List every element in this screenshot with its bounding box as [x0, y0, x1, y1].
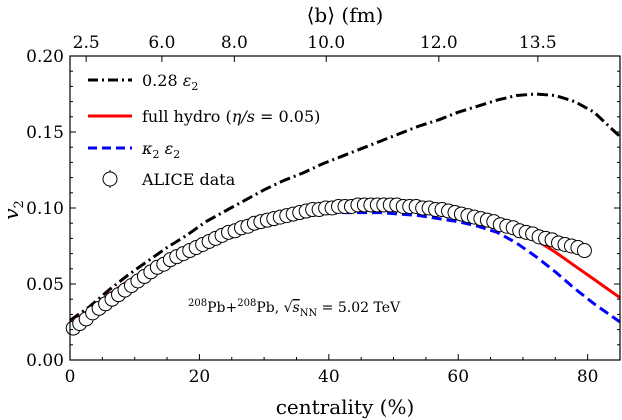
collision-annotation: 208Pb+208Pb, √sNN = 5.02 TeV [188, 298, 401, 319]
legend-label-alice: ALICE data [141, 170, 236, 189]
y-tick-label: 0.20 [26, 47, 64, 67]
alice-data-point [576, 243, 592, 259]
legend-marker-alice [102, 171, 118, 187]
top-tick-label: 12.0 [420, 33, 458, 53]
top-axis-label: ⟨b⟩ (fm) [307, 3, 384, 27]
legend-label-eps2: 0.28 ε2 [142, 71, 198, 93]
y-axis-label: v2 [0, 200, 27, 220]
x-axis-label: centrality (%) [276, 395, 415, 419]
series-layer [65, 92, 622, 336]
y-tick-label: 0.10 [26, 199, 64, 219]
y-tick-label: 0.00 [26, 351, 64, 371]
legend: 0.28 ε2 full hydro (η/s = 0.05) κ2 ε2 AL… [88, 71, 320, 189]
legend-label-kappa: κ2 ε2 [141, 139, 180, 161]
series-line-0 [69, 92, 622, 322]
x-tick-label: 60 [447, 367, 469, 387]
legend-label-hydro: full hydro (η/s = 0.05) [142, 107, 320, 126]
top-tick-label: 8.0 [221, 33, 248, 53]
top-tick-label: 10.0 [307, 33, 345, 53]
x-tick-label: 20 [189, 367, 211, 387]
y-tick-label: 0.15 [26, 123, 64, 143]
x-tick-label: 0 [65, 367, 76, 387]
x-tick-label: 80 [577, 367, 599, 387]
top-tick-label: 13.5 [519, 33, 557, 53]
y-tick-label: 0.05 [26, 275, 64, 295]
axes-layer: 0 20 40 60 80 0.00 0.05 0.10 0.15 0.20 2.5 6.0 8.0 10… [26, 33, 621, 387]
x-tick-label: 40 [318, 367, 340, 387]
top-tick-label: 2.5 [73, 33, 100, 53]
top-tick-label: 6.0 [148, 33, 175, 53]
